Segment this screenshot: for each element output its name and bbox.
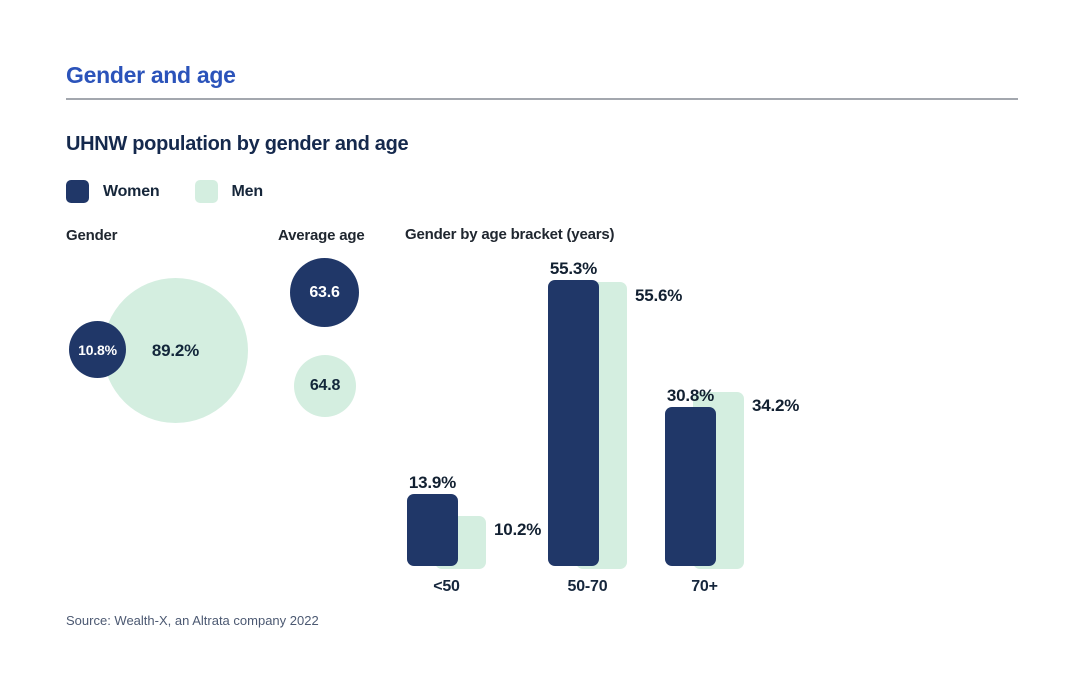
bar-women-under-50 [407, 494, 458, 566]
value-label-women-under-50: 13.9% [408, 473, 457, 492]
average-age-women-bubble: 63.6 [290, 258, 359, 327]
value-label-men-under-50: 10.2% [494, 520, 542, 539]
page-title: Gender and age [66, 62, 236, 88]
legend-swatch-women [66, 180, 89, 203]
section-title-average-age: Average age [278, 227, 365, 244]
value-label-men-70-plus: 34.2% [752, 396, 800, 415]
legend-label-women: Women [103, 182, 160, 200]
average-age-men-value: 64.8 [309, 377, 341, 394]
bar-women-70-plus [665, 407, 716, 566]
value-label-women-70-plus: 30.8% [666, 386, 715, 405]
bar-women-50-70 [548, 280, 599, 566]
source-note: Source: Wealth-X, an Altrata company 202… [66, 613, 319, 628]
category-label-under-50: <50 [433, 578, 460, 595]
section-title-gender: Gender [66, 227, 118, 244]
chart-title: UHNW population by gender and age [66, 133, 409, 155]
value-label-men-50-70: 55.6% [635, 286, 683, 305]
gender-men-bubble: 89.2% [103, 278, 248, 423]
title-divider [66, 98, 1018, 100]
gender-men-value: 89.2% [151, 340, 200, 360]
legend: Women Men [66, 180, 263, 203]
value-label-women-50-70: 55.3% [549, 259, 598, 278]
legend-swatch-men [194, 180, 218, 203]
average-age-men-bubble: 64.8 [294, 355, 356, 417]
gender-women-value: 10.8% [78, 341, 117, 358]
average-age-women-value: 63.6 [309, 283, 340, 301]
section-title-age-bracket: Gender by age bracket (years) [405, 226, 615, 243]
gender-women-bubble: 10.8% [69, 321, 126, 378]
category-label-70-plus: 70+ [691, 578, 718, 595]
category-label-50-70: 50-70 [567, 578, 608, 595]
legend-label-men: Men [231, 182, 264, 200]
